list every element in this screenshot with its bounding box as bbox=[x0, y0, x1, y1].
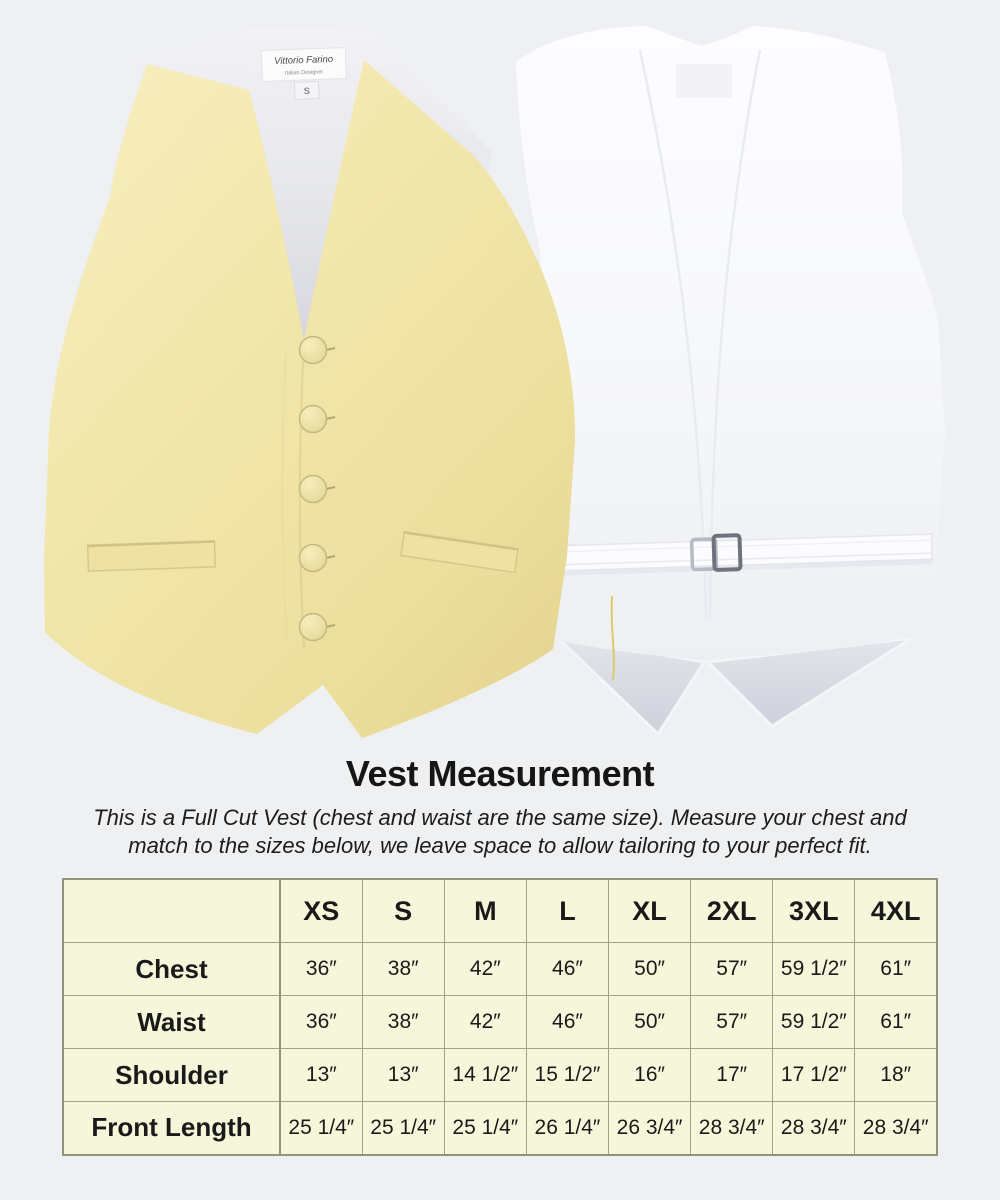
vest-buttons bbox=[298, 335, 336, 642]
back-vest-panel bbox=[516, 26, 945, 660]
size-table-row-waist: Waist 36″ 38″ 42″ 46″ 50″ 57″ 59 1/2″ 61″ bbox=[62, 995, 938, 1049]
size-value-cell: 42″ bbox=[443, 995, 527, 1049]
vest-button bbox=[298, 543, 336, 573]
vest-button bbox=[298, 474, 336, 504]
size-value-cell: 17 1/2″ bbox=[772, 1048, 856, 1102]
size-column-header-2xl: 2XL bbox=[690, 878, 774, 943]
left-welt-pocket bbox=[86, 539, 217, 572]
size-value-cell: 46″ bbox=[525, 995, 610, 1049]
size-value-cell: 13″ bbox=[361, 1048, 445, 1102]
size-value-cell: 25 1/4″ bbox=[279, 1101, 363, 1155]
size-value-cell: 15 1/2″ bbox=[525, 1048, 610, 1102]
size-value-cell: 18″ bbox=[854, 1048, 938, 1102]
size-value-cell: 28 3/4″ bbox=[854, 1101, 938, 1155]
size-value-cell: 36″ bbox=[279, 995, 363, 1049]
right-welt-pocket bbox=[399, 530, 519, 574]
size-table-row-chest: Chest 36″ 38″ 42″ 46″ 50″ 57″ 59 1/2″ 61″ bbox=[62, 942, 938, 996]
vest-button bbox=[298, 335, 336, 365]
brand-label-line2: Italian Designer bbox=[285, 69, 324, 76]
size-value-cell: 16″ bbox=[607, 1048, 692, 1102]
size-value-cell: 46″ bbox=[525, 942, 610, 996]
brand-label-line1: Vittorio Farino bbox=[274, 54, 333, 67]
size-value-cell: 25 1/4″ bbox=[361, 1101, 445, 1155]
size-column-header-xl: XL bbox=[607, 878, 692, 943]
size-value-cell: 14 1/2″ bbox=[443, 1048, 527, 1102]
vest-button bbox=[298, 612, 336, 642]
size-row-label: Chest bbox=[62, 942, 281, 996]
size-value-cell: 38″ bbox=[361, 995, 445, 1049]
size-column-header-xs: XS bbox=[279, 878, 363, 943]
size-table-row-shoulder: Shoulder 13″ 13″ 14 1/2″ 15 1/2″ 16″ 17″ 17 1/2… bbox=[62, 1048, 938, 1102]
size-value-cell: 36″ bbox=[279, 942, 363, 996]
size-value-cell: 42″ bbox=[443, 942, 527, 996]
size-table-row-front-length: Front Length 25 1/4″ 25 1/4″ 25 1/4″ 26 1/4″… bbox=[62, 1101, 938, 1155]
size-value-cell: 28 3/4″ bbox=[690, 1101, 774, 1155]
size-value-cell: 28 3/4″ bbox=[772, 1101, 856, 1155]
size-value-cell: 25 1/4″ bbox=[443, 1101, 527, 1155]
strap-buckle bbox=[711, 533, 743, 572]
size-tag bbox=[293, 80, 320, 100]
size-value-cell: 50″ bbox=[607, 942, 692, 996]
hero-product-image: Vittorio Farino Italian Designer S bbox=[44, 26, 945, 738]
size-table-corner-cell bbox=[62, 878, 281, 943]
section-title: Vest Measurement bbox=[345, 753, 655, 794]
size-value-cell: 26 3/4″ bbox=[607, 1101, 692, 1155]
size-value-cell: 59 1/2″ bbox=[772, 942, 856, 996]
size-row-label: Waist bbox=[62, 995, 281, 1049]
size-row-label: Shoulder bbox=[62, 1048, 281, 1102]
back-seam-left bbox=[638, 49, 708, 619]
size-value-cell: 26 1/4″ bbox=[525, 1101, 610, 1155]
vest-button bbox=[298, 404, 336, 434]
size-value-cell: 57″ bbox=[690, 942, 774, 996]
size-value-cell: 38″ bbox=[361, 942, 445, 996]
size-column-header-l: L bbox=[525, 878, 610, 943]
size-row-label: Front Length bbox=[62, 1101, 281, 1155]
description-line-2: match to the sizes below, we leave space… bbox=[128, 833, 872, 858]
size-value-cell: 57″ bbox=[690, 995, 774, 1049]
description-line-1: This is a Full Cut Vest (chest and waist… bbox=[93, 805, 907, 830]
brand-label: Vittorio Farino Italian Designer S bbox=[260, 47, 347, 100]
size-column-header-4xl: 4XL bbox=[854, 878, 938, 943]
size-table-wrap: XS S M L XL 2XL 3XL 4XL Chest 36″ 38″ 42″ 46″ 50″ 57″… bbox=[62, 878, 938, 1156]
front-vest: Vittorio Farino Italian Designer S bbox=[44, 27, 576, 738]
size-value-cell: 61″ bbox=[854, 942, 938, 996]
size-value-cell: 61″ bbox=[854, 995, 938, 1049]
size-table: XS S M L XL 2XL 3XL 4XL Chest 36″ 38″ 42″ 46″ 50″ 57″… bbox=[62, 878, 938, 1156]
size-value-cell: 59 1/2″ bbox=[772, 995, 856, 1049]
size-tag-letter: S bbox=[304, 86, 310, 96]
size-table-header-row: XS S M L XL 2XL 3XL 4XL bbox=[62, 878, 938, 943]
size-column-header-3xl: 3XL bbox=[772, 878, 856, 943]
back-seam-right bbox=[708, 49, 762, 619]
section-description: This is a Full Cut Vest (chest and waist… bbox=[0, 804, 1000, 860]
size-value-cell: 50″ bbox=[607, 995, 692, 1049]
back-vest bbox=[516, 26, 945, 737]
size-value-cell: 17″ bbox=[690, 1048, 774, 1102]
placket-fold-line bbox=[281, 349, 288, 641]
loose-thread bbox=[610, 595, 615, 681]
back-neck-label-ghost bbox=[676, 64, 732, 98]
size-column-header-s: S bbox=[361, 878, 445, 943]
size-column-header-m: M bbox=[443, 878, 527, 943]
size-value-cell: 13″ bbox=[279, 1048, 363, 1102]
